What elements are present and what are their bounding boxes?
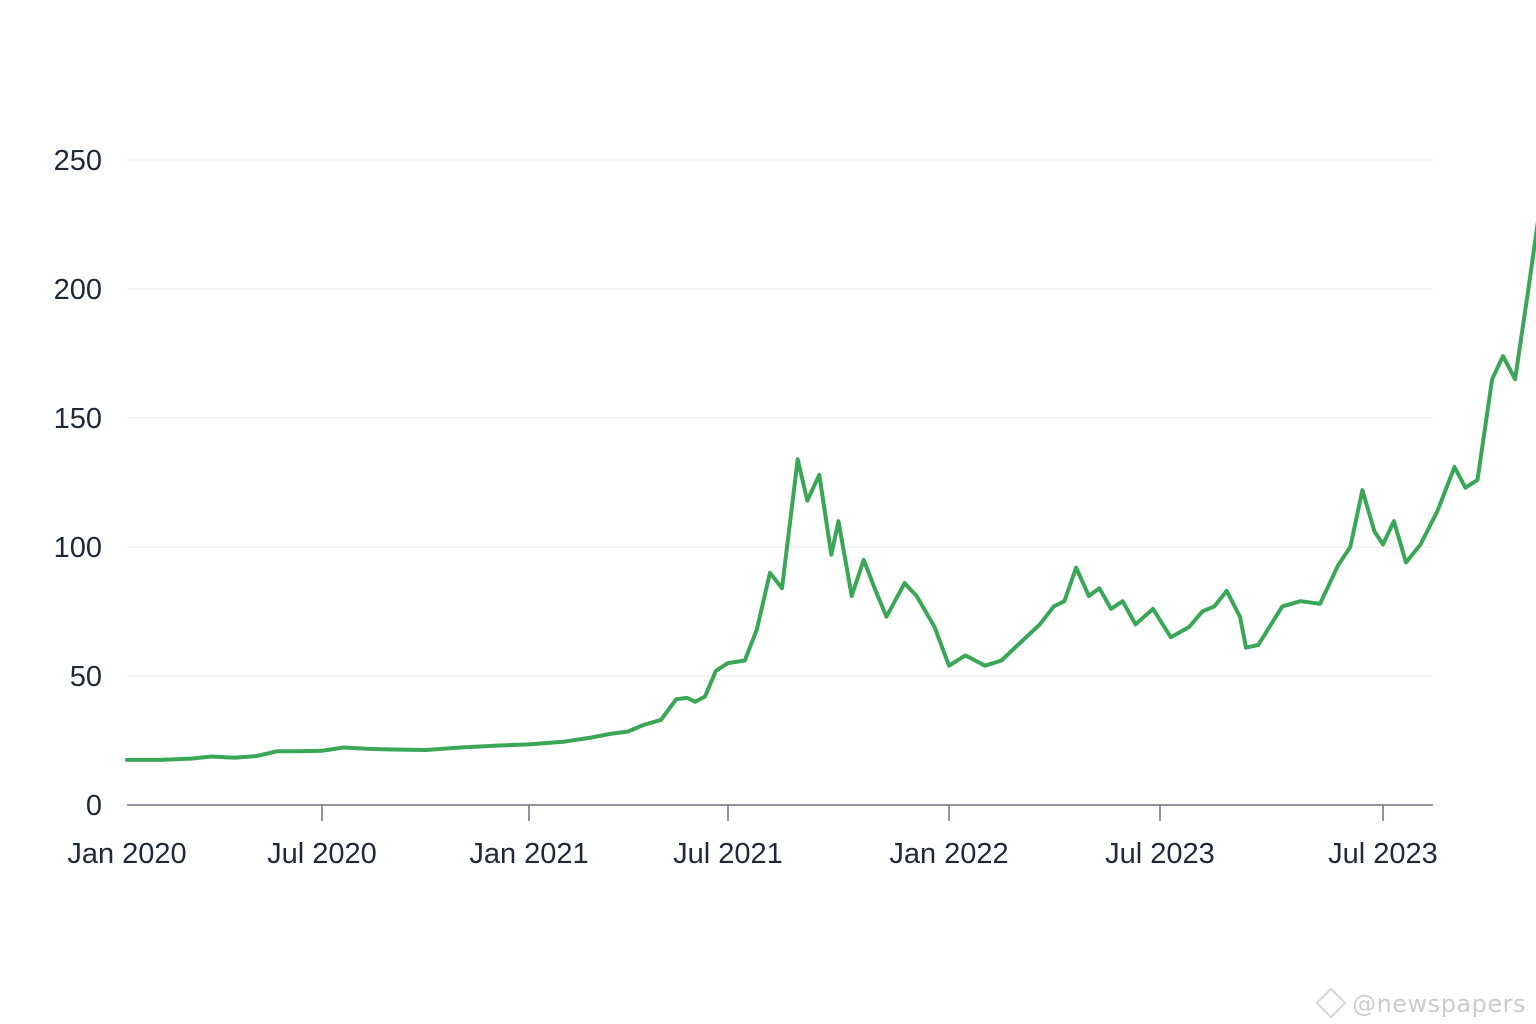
watermark: @newspapers (1315, 987, 1526, 1019)
y-tick-label: 250 (54, 145, 102, 177)
x-tick-label: Jul 2021 (673, 838, 783, 870)
series-line (125, 220, 1536, 762)
data-series (125, 220, 1536, 762)
x-tick-label: Jan 2022 (889, 838, 1008, 870)
x-tick-label: Jul 2023 (1328, 838, 1438, 870)
y-tick-label: 150 (54, 403, 102, 435)
x-tick-label: Jan 2021 (469, 838, 588, 870)
y-tick-label: 0 (86, 790, 102, 822)
x-tick-label: Jul 2023 (1105, 838, 1215, 870)
y-tick-label: 100 (54, 532, 102, 564)
y-tick-label: 200 (54, 274, 102, 306)
watermark-text: @newspapers (1352, 990, 1526, 1018)
x-tick-label: Jul 2020 (267, 838, 377, 870)
axes (127, 804, 1433, 821)
tick-labels: 0 50 100 150 200 250 Jan 2020 Jul 2020 Jan 2021 J… (54, 145, 1438, 870)
grid-lines (127, 159, 1433, 677)
y-tick-label: 50 (70, 661, 102, 693)
diamond-logo-icon (1315, 987, 1347, 1019)
x-tick-label: Jan 2020 (67, 838, 186, 870)
